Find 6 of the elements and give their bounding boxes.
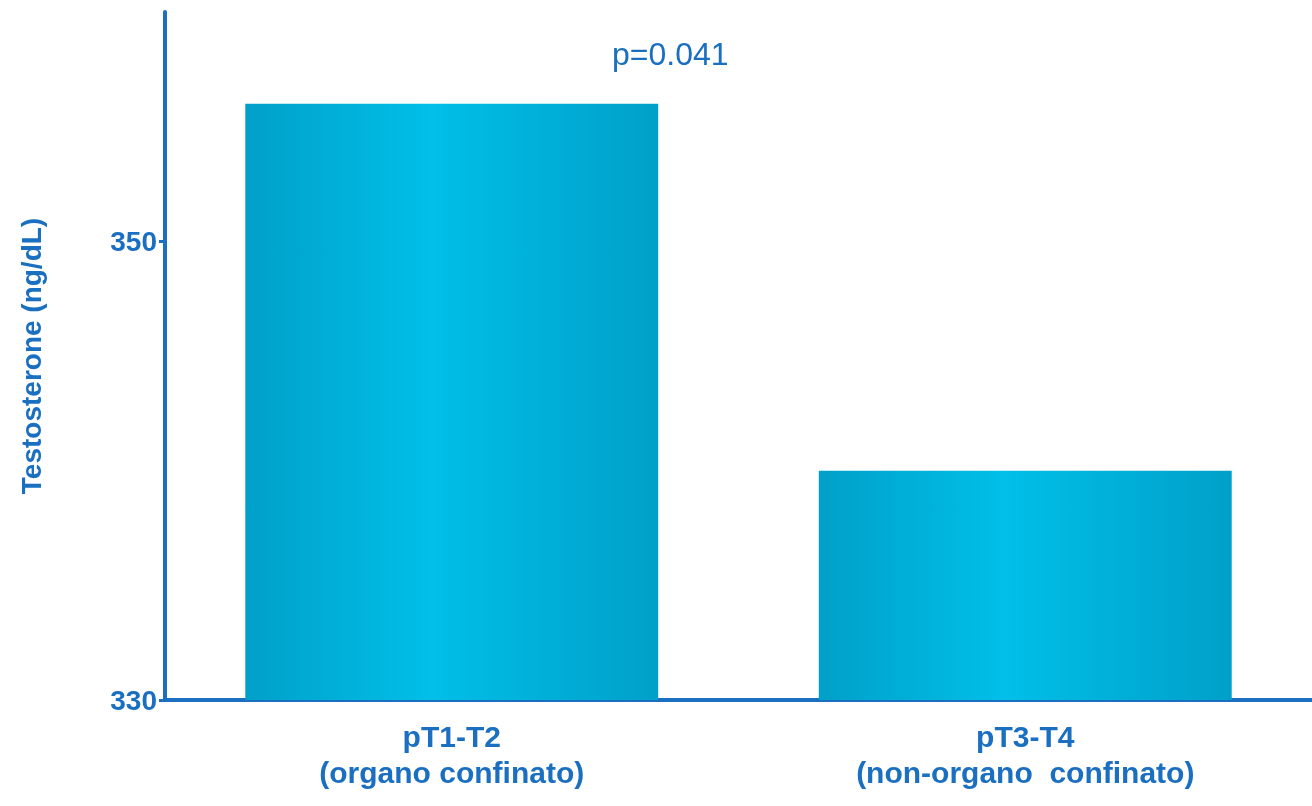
y-tick-label: 330 (110, 684, 157, 716)
x-tick-label: pT3-T4 (non-organo confinato) (856, 719, 1195, 789)
x-tick-label: pT1-T2 (organo confinato) (319, 719, 585, 789)
annotation: p=0.041 (612, 36, 729, 72)
y-tick-label: 350 (110, 225, 157, 257)
y-axis-title: Testosterone (ng/dL) (15, 217, 47, 495)
